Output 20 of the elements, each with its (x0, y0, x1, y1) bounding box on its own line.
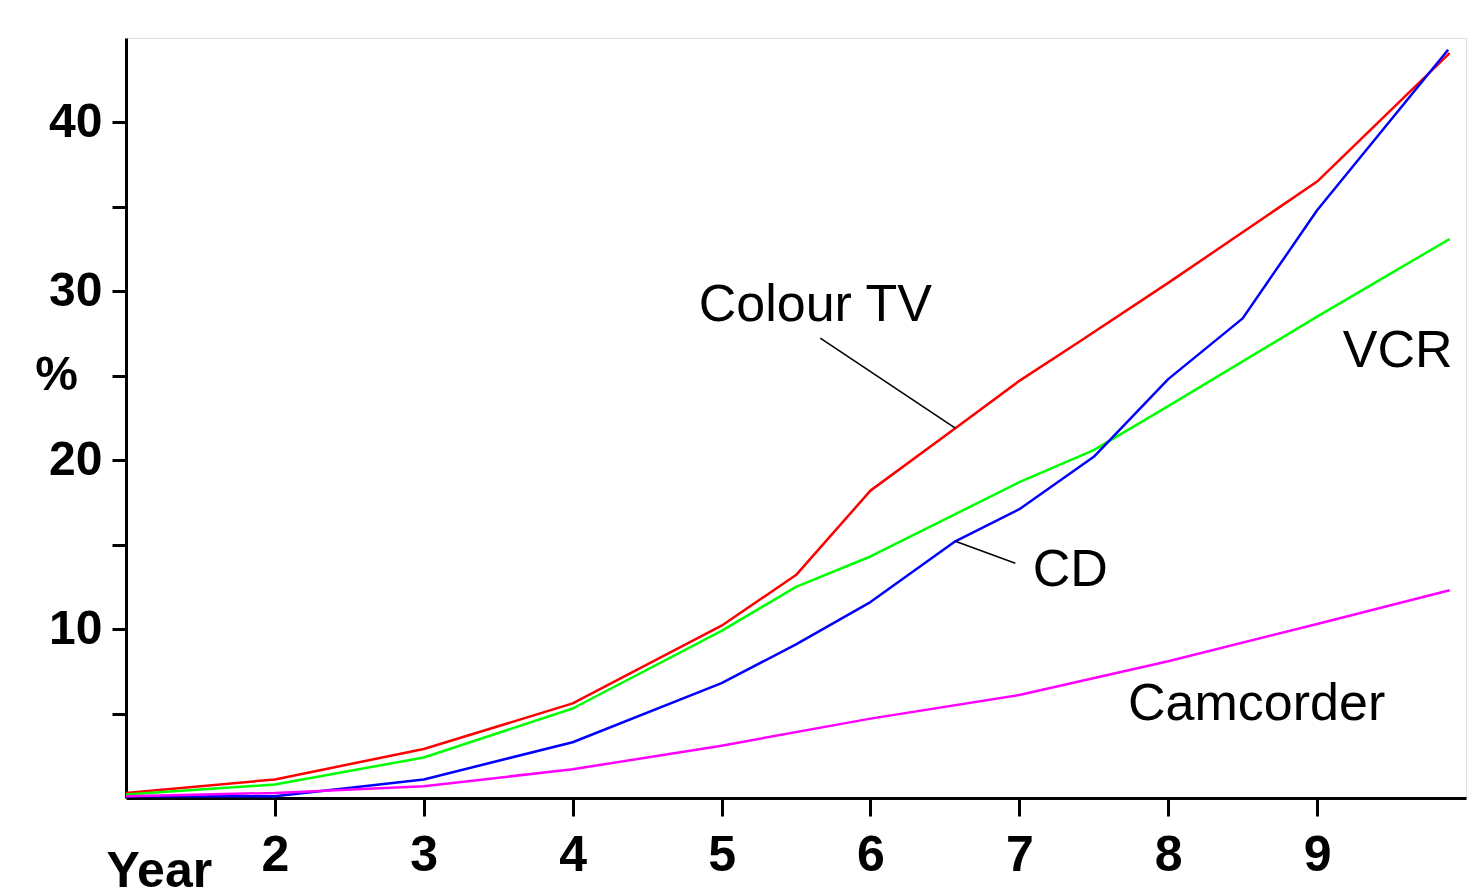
y-tick-label: 20 (49, 431, 103, 485)
x-tick-label: 4 (559, 825, 588, 882)
x-tick-label: 9 (1303, 825, 1332, 882)
y-tick-label: 30 (49, 262, 103, 316)
x-tick-label: 7 (1005, 825, 1034, 882)
x-axis-title: Year (106, 841, 213, 889)
series-label: Colour TV (698, 274, 933, 333)
y-tick-label: 40 (49, 93, 103, 147)
line-series (124, 589, 1451, 798)
x-tick-label: 8 (1154, 825, 1183, 882)
series-label: CD (1032, 539, 1108, 598)
series-label: Camcorder (1128, 673, 1386, 732)
x-tick-label: 6 (857, 825, 885, 882)
x-tick-label: 5 (708, 825, 736, 882)
x-tick-label: 2 (261, 825, 290, 882)
series-label: VCR (1342, 319, 1453, 378)
y-tick-label: 10 (49, 600, 103, 654)
line-series (124, 237, 1451, 796)
x-tick-label: 3 (410, 825, 439, 882)
y-axis-title: % (35, 347, 78, 401)
